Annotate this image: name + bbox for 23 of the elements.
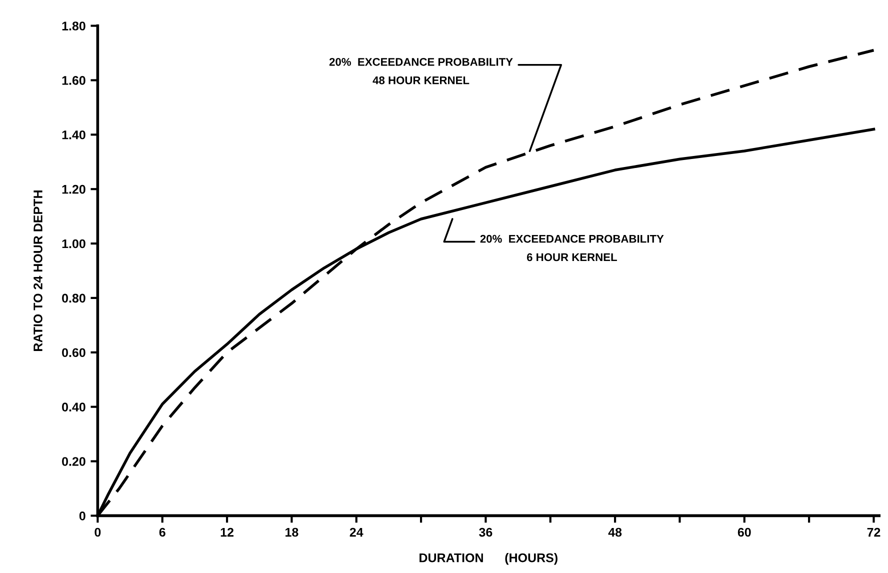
y-tick-label: 1.20 bbox=[62, 184, 86, 194]
y-tick-label: 1.40 bbox=[62, 130, 86, 140]
y-tick-label: 0.40 bbox=[62, 402, 86, 412]
annotation: 20% EXCEEDANCE PROBABILITY 48 HOUR KERNEL bbox=[329, 58, 513, 84]
x-tick-label: 48 bbox=[608, 528, 622, 537]
x-tick-label: 12 bbox=[220, 528, 234, 537]
y-tick-label: 1.00 bbox=[62, 239, 86, 248]
x-tick-label: 60 bbox=[738, 528, 751, 537]
x-axis-title: DURATION (HOURS) bbox=[420, 553, 558, 565]
x-tick-label: 6 bbox=[159, 528, 166, 537]
y-tick-label: 0 bbox=[79, 512, 86, 520]
y-tick-label: 0.60 bbox=[62, 348, 86, 358]
annotation: 20% EXCEEDANCE PROBABILITY 6 HOUR KERNEL bbox=[480, 234, 664, 262]
x-tick-label: 18 bbox=[286, 528, 298, 537]
x-tick-label: 0 bbox=[94, 528, 101, 537]
y-tick-label: 1.60 bbox=[62, 76, 86, 85]
y-tick-label: 0.80 bbox=[62, 294, 86, 303]
x-tick-label: 72 bbox=[867, 528, 880, 537]
y-axis-title: RATIO TO 24 HOUR DEPTH bbox=[34, 190, 42, 351]
x-tick-label: 36 bbox=[479, 528, 492, 537]
x-tick-label: 24 bbox=[350, 528, 364, 537]
y-tick-label: 1.80 bbox=[62, 22, 86, 30]
y-tick-label: 0.20 bbox=[62, 457, 86, 466]
